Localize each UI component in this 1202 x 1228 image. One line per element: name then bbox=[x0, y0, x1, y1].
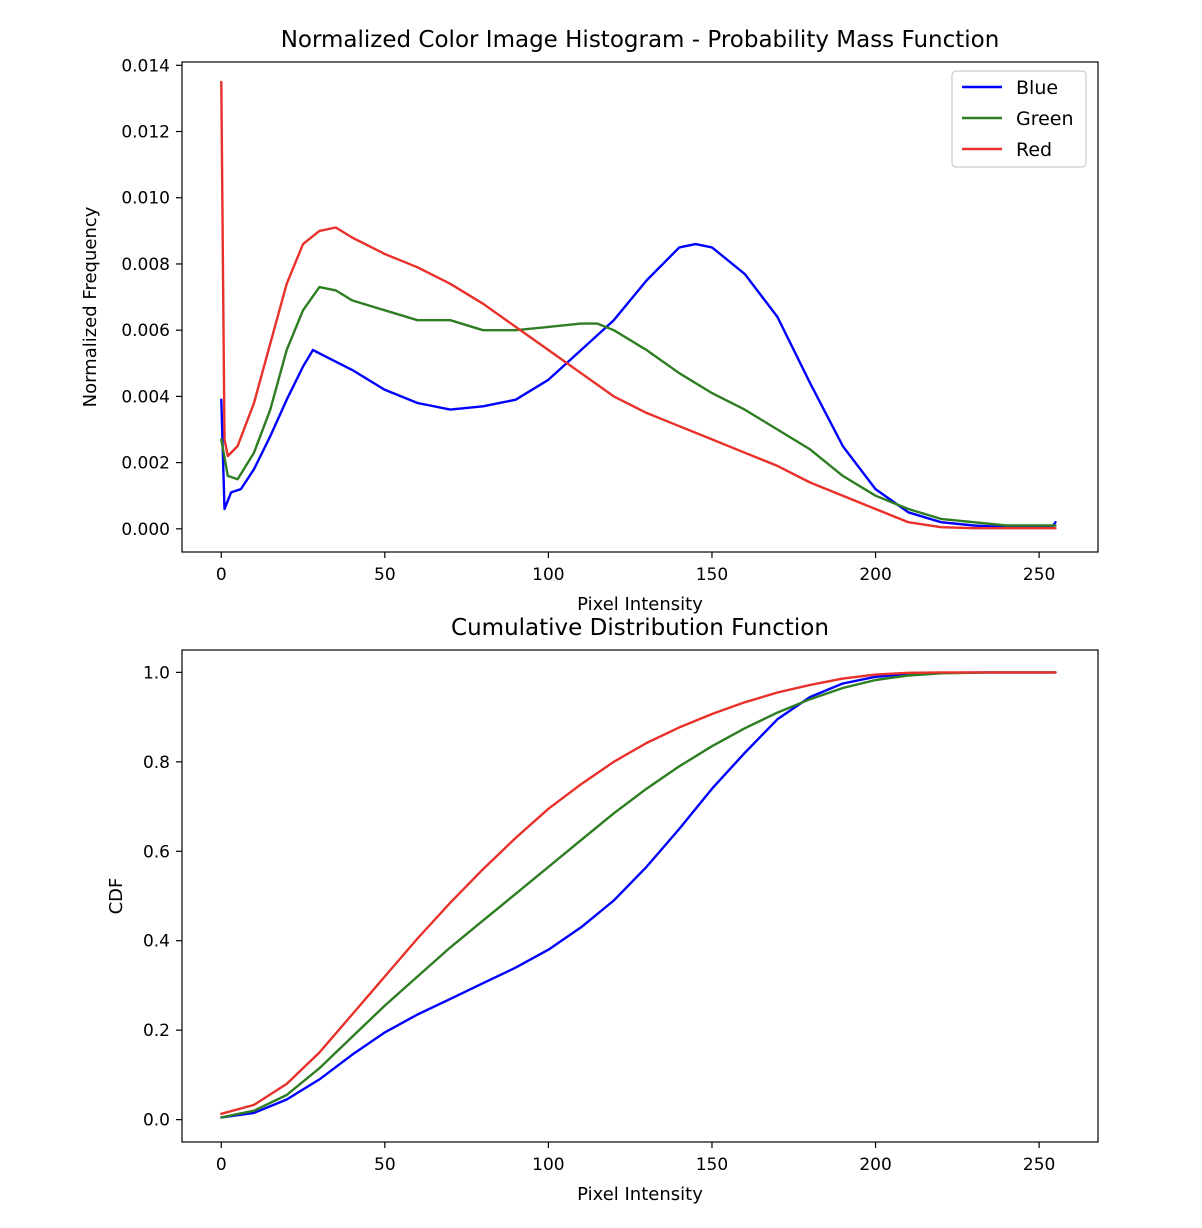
legend-box bbox=[951, 70, 1087, 168]
x-tick-label: 200 bbox=[859, 1155, 891, 1175]
legend-label: Red bbox=[1016, 139, 1052, 161]
y-tick-label: 1.0 bbox=[143, 663, 170, 683]
x-tick-label: 150 bbox=[696, 565, 728, 585]
x-axis-label: Pixel Intensity bbox=[577, 1184, 703, 1205]
series-line-green bbox=[220, 671, 1057, 1119]
y-axis-label: CDF bbox=[106, 878, 127, 915]
series-line-green bbox=[220, 285, 1057, 527]
y-tick-label: 0.014 bbox=[121, 56, 170, 76]
x-tick-label: 0 bbox=[216, 1155, 227, 1175]
y-tick-label: 0.004 bbox=[121, 387, 170, 407]
x-tick-label: 50 bbox=[374, 1155, 396, 1175]
y-tick-label: 0.8 bbox=[143, 753, 170, 773]
y-axis-label: Normalized Frequency bbox=[80, 206, 101, 407]
axes-frame bbox=[181, 61, 1099, 553]
plot-area bbox=[220, 671, 1057, 1119]
y-tick-label: 0.000 bbox=[121, 520, 170, 540]
series-line-blue bbox=[220, 671, 1057, 1119]
x-tick-label: 200 bbox=[859, 565, 891, 585]
pmf-chart: 0 50 100 150 200 250 0.000 0.002 0.004 0.006 0.008… bbox=[80, 27, 1099, 615]
chart-title: Cumulative Distribution Function bbox=[451, 615, 829, 641]
axes-frame bbox=[181, 649, 1099, 1143]
legend-label: Blue bbox=[1016, 77, 1058, 99]
x-tick-label: 100 bbox=[532, 565, 564, 585]
y-tick-label: 0.6 bbox=[143, 842, 170, 862]
series-line-red bbox=[220, 671, 1057, 1116]
y-tick-label: 0.2 bbox=[143, 1021, 170, 1041]
series-line-blue bbox=[220, 242, 1057, 529]
chart-title: Normalized Color Image Histogram - Proba… bbox=[281, 27, 1000, 53]
y-tick-label: 0.002 bbox=[121, 454, 170, 474]
x-tick-label: 0 bbox=[216, 565, 227, 585]
cdf-chart: 0 50 100 150 200 250 0.0 0.2 0.4 0.6 0.8 1.0 Cumulat… bbox=[106, 615, 1099, 1205]
x-tick-label: 50 bbox=[374, 565, 396, 585]
plot-area bbox=[220, 80, 1057, 530]
x-tick-label: 150 bbox=[696, 1155, 728, 1175]
y-tick-label: 0.008 bbox=[121, 255, 170, 275]
x-tick-label: 100 bbox=[532, 1155, 564, 1175]
y-tick-label: 0.010 bbox=[121, 189, 170, 209]
y-tick-label: 0.0 bbox=[143, 1111, 170, 1131]
y-tick-label: 0.4 bbox=[143, 932, 170, 952]
legend-label: Green bbox=[1016, 108, 1074, 130]
y-tick-label: 0.006 bbox=[121, 321, 170, 341]
x-axis-label: Pixel Intensity bbox=[577, 594, 703, 615]
legend: Blue Green Red bbox=[951, 70, 1087, 168]
x-tick-label: 250 bbox=[1023, 565, 1055, 585]
y-tick-label: 0.012 bbox=[121, 123, 170, 143]
x-tick-label: 250 bbox=[1023, 1155, 1055, 1175]
series-line-red bbox=[220, 80, 1057, 530]
